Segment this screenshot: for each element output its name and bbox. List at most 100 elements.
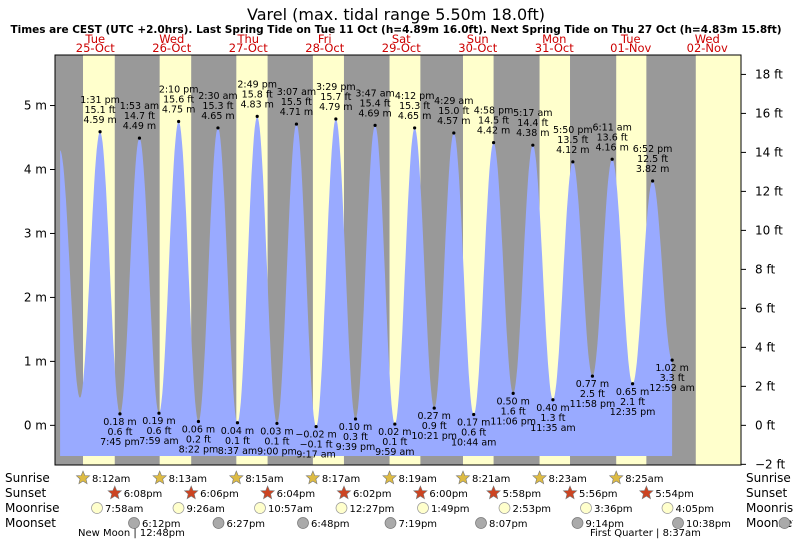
daylight-band — [695, 55, 741, 465]
y-right-tick-label: 18 ft — [755, 67, 783, 81]
tide-height-ft: 15.3 ft — [202, 101, 233, 112]
tide-time: 8:22 pm — [179, 445, 219, 456]
tide-height-m: 4.65 m — [201, 111, 234, 122]
tide-height-ft: 2.5 ft — [580, 389, 605, 400]
row-label-left: Moonset — [5, 516, 56, 530]
tide-point — [353, 417, 358, 421]
day-name: Sun — [467, 32, 489, 46]
tide-time: 9:17 am — [296, 450, 335, 461]
tide-height-ft: 0.2 ft — [186, 435, 211, 446]
sunset-star-icon — [107, 485, 123, 500]
sunset-star-icon — [183, 485, 199, 500]
tide-height-m: 0.65 m — [616, 387, 649, 398]
tide-height-m: 4.49 m — [123, 121, 156, 132]
y-right-tick-label: 14 ft — [755, 145, 783, 159]
sunset-star-icon — [486, 485, 501, 500]
day-name: Tue — [620, 32, 641, 46]
tide-height-ft: 0.1 ft — [225, 436, 250, 447]
moonrise-time: 1:49pm — [431, 504, 470, 515]
tide-height-ft: 0.6 ft — [107, 427, 132, 438]
moon-phase-new: New Moon | 12:48pm — [78, 528, 185, 539]
tide-height-m: 4.71 m — [280, 107, 313, 118]
tide-point — [216, 126, 220, 130]
sunset-star-icon — [412, 485, 428, 500]
tide-time: 11:35 am — [530, 423, 575, 434]
tide-height-m: 4.75 m — [162, 105, 195, 116]
tide-height-m: −0.02 m — [295, 430, 336, 441]
tide-point — [413, 126, 417, 130]
moonrise-icon — [417, 502, 429, 514]
tide-point — [334, 117, 338, 121]
moonrise-time: 3:36pm — [594, 504, 633, 515]
tide-time: 2:49 pm — [237, 79, 277, 90]
tide-height-m: 1.02 m — [655, 363, 688, 374]
tide-point — [432, 406, 436, 410]
sunset-time: 6:08pm — [124, 489, 163, 500]
tide-point — [571, 160, 575, 164]
tide-time: 3:07 am — [277, 87, 316, 98]
tide-height-ft: 15.5 ft — [281, 97, 312, 108]
tide-height-ft: 13.6 ft — [597, 132, 628, 143]
row-label-right: Moonrise — [746, 501, 793, 515]
tide-height-m: 4.12 m — [556, 145, 589, 156]
day-name: Mon — [542, 32, 566, 46]
tide-height-m: 0.17 m — [457, 417, 490, 428]
tide-point — [98, 130, 102, 134]
day-date: 02-Nov — [687, 41, 728, 55]
y-right-tick-label: 0 ft — [755, 418, 775, 432]
tide-height-ft: 1.3 ft — [540, 413, 565, 424]
tide-height-m: 4.57 m — [437, 116, 470, 127]
y-left-tick-label: 5 m — [24, 99, 47, 113]
day-name: Tue — [84, 32, 105, 46]
tide-height-ft: 1.6 ft — [501, 406, 526, 417]
tide-height-m: 4.59 m — [83, 115, 116, 126]
tide-point — [551, 398, 555, 402]
y-left-tick-label: 2 m — [24, 290, 47, 304]
tide-time: 4:58 pm — [474, 106, 514, 117]
tide-height-ft: 15.7 ft — [320, 92, 351, 103]
tide-height-ft: 15.0 ft — [438, 106, 469, 117]
tide-height-ft: 15.8 ft — [242, 89, 273, 100]
tide-point — [610, 157, 614, 161]
sunset-time: 6:00pm — [429, 489, 468, 500]
tide-time: 12:59 am — [649, 383, 694, 394]
tide-time: 3:47 am — [355, 88, 394, 99]
sunset-star-icon — [260, 485, 276, 500]
tide-height-m: 0.04 m — [221, 426, 254, 437]
tide-height-ft: 0.3 ft — [343, 432, 368, 443]
sunset-time: 6:02pm — [353, 489, 392, 500]
sunrise-time: 8:13am — [169, 474, 207, 485]
day-name: Sat — [392, 32, 411, 46]
day-name: Thu — [236, 32, 259, 46]
moonrise-time: 10:57am — [268, 504, 313, 515]
tide-point — [651, 179, 655, 183]
day-date: 28-Oct — [305, 41, 344, 55]
tide-height-m: 4.79 m — [319, 102, 352, 113]
moonrise-time: 7:58am — [105, 504, 143, 515]
tide-height-ft: 15.3 ft — [399, 101, 430, 112]
tide-height-m: 0.02 m — [378, 427, 411, 438]
sunset-star-icon — [638, 485, 654, 500]
tide-height-m: 4.16 m — [595, 142, 628, 153]
axes: 0 m 1 m 2 m 3 m 4 m 5 m −2 ft 0 ft 2 ft 4 ft 6 ft 8… — [24, 54, 786, 471]
tide-time: 10:21 pm — [411, 431, 457, 442]
tide-point — [275, 421, 279, 426]
tide-height-ft: 2.1 ft — [620, 397, 645, 408]
chart-title: Varel (max. tidal range 5.50m 18.0ft) — [247, 5, 545, 24]
moonrise-time: 4:05pm — [676, 504, 715, 515]
sunrise-time: 8:19am — [399, 474, 437, 485]
tide-point — [531, 143, 535, 147]
day-name: Wed — [695, 32, 720, 46]
moonset-icon — [778, 517, 791, 529]
tide-height-m: 0.19 m — [142, 416, 175, 427]
day-date: 25-Oct — [76, 41, 115, 55]
y-left-tick-label: 3 m — [24, 226, 47, 240]
tide-height-ft: 3.3 ft — [660, 373, 685, 384]
tide-height-m: 0.40 m — [536, 403, 569, 414]
moonset-time: 6:12pm — [142, 519, 181, 530]
day-date: 27-Oct — [229, 41, 268, 55]
tide-time: 11:58 pm — [570, 399, 616, 410]
y-left-tick-label: 4 m — [24, 162, 47, 176]
sunrise-time: 8:12am — [92, 474, 130, 485]
y-right-tick-label: 2 ft — [755, 379, 775, 393]
